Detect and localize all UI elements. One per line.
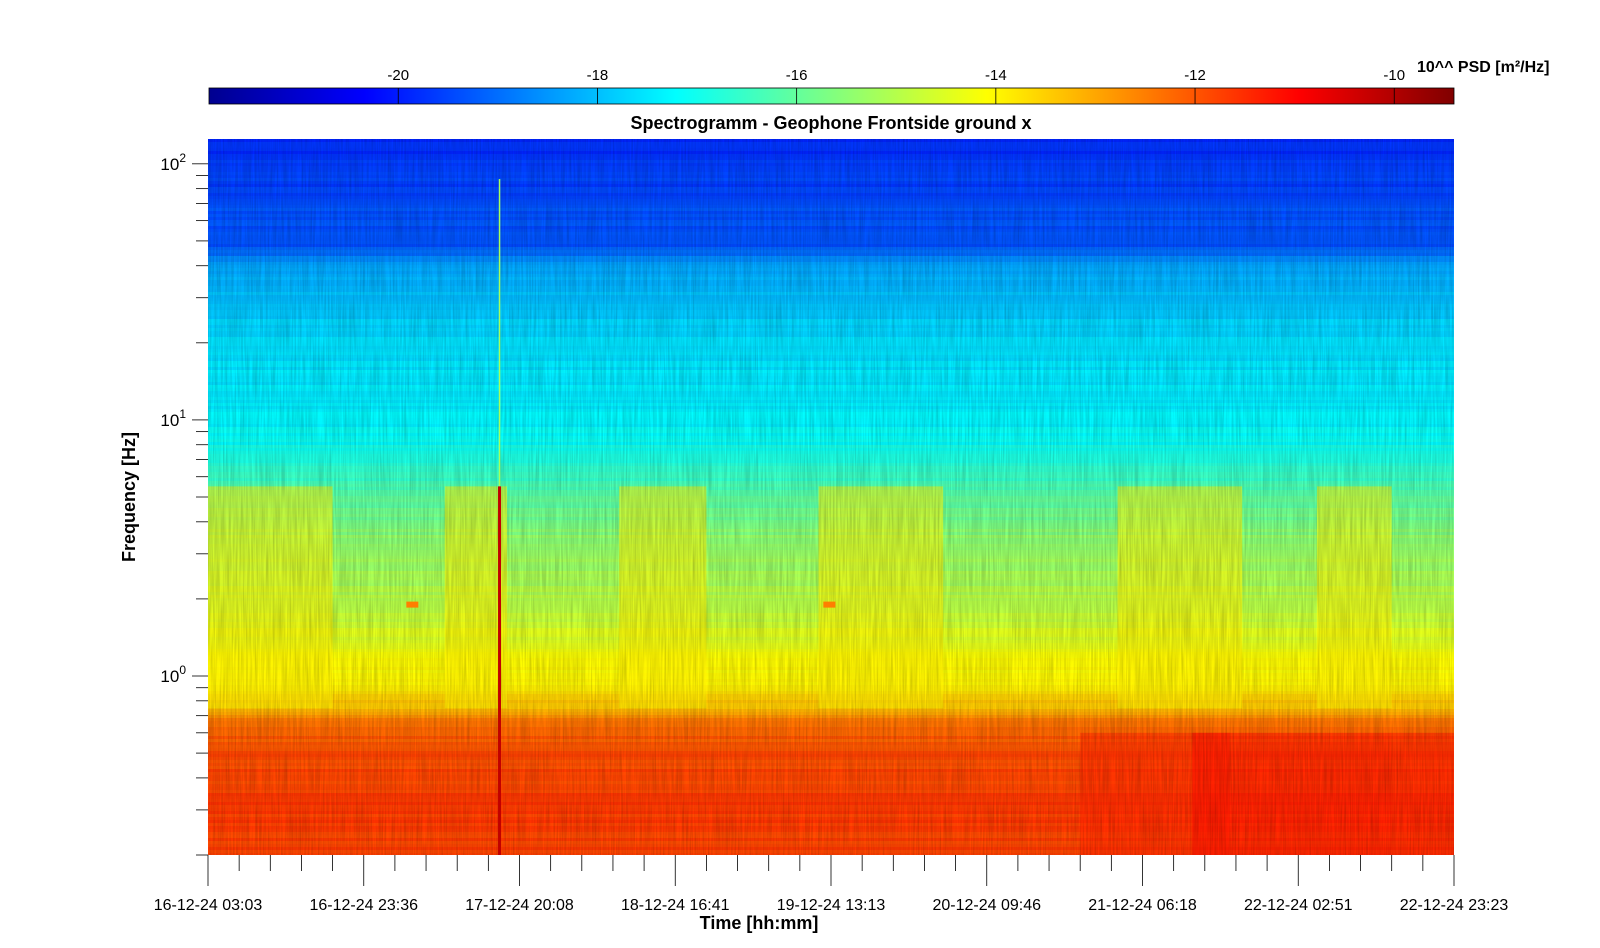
x-axis: 16-12-24 03:03 16-12-24 23:36 17-12-24 20:… xyxy=(154,855,1509,914)
texture-noise xyxy=(208,139,1454,855)
colorbar-tick-label: -20 xyxy=(387,67,409,84)
y-axis-label: Frequency [Hz] xyxy=(119,432,139,562)
y-axis: 100 101 102 xyxy=(160,151,208,856)
x-tick-label: 16-12-24 23:36 xyxy=(309,897,418,914)
event-marks xyxy=(406,179,836,855)
x-tick-label: 22-12-24 02:51 xyxy=(1244,897,1353,914)
colorbar-tick-label: -10 xyxy=(1383,67,1405,84)
x-tick-label: 22-12-24 23:23 xyxy=(1400,897,1509,914)
x-tick-label: 21-12-24 06:18 xyxy=(1088,897,1197,914)
y-tick-label: 101 xyxy=(160,407,186,430)
colorbar xyxy=(208,87,1455,105)
colorbar-label: 10^^ PSD [m²/Hz] xyxy=(1417,59,1549,76)
colorbar-tick-label: -18 xyxy=(587,67,609,84)
x-tick-label: 16-12-24 03:03 xyxy=(154,897,263,914)
colorbar-ticks: -20 -18 -16 -14 -12 -10 xyxy=(387,67,1405,104)
chart-title: Spectrogramm - Geophone Frontside ground… xyxy=(630,113,1031,133)
x-axis-label: Time [hh:mm] xyxy=(700,913,819,933)
x-tick-label: 19-12-24 13:13 xyxy=(777,897,886,914)
x-tick-label: 17-12-24 20:08 xyxy=(465,897,574,914)
spectrogram-area xyxy=(208,139,1454,855)
event-mark xyxy=(823,601,836,608)
colorbar-tick-label: -14 xyxy=(985,67,1007,84)
y-tick-label: 100 xyxy=(160,663,186,686)
colorbar-tick-label: -16 xyxy=(786,67,808,84)
colorbar-tick-label: -12 xyxy=(1184,67,1206,84)
event-mark xyxy=(406,601,419,608)
x-tick-label: 20-12-24 09:46 xyxy=(932,897,1041,914)
x-tick-label: 18-12-24 16:41 xyxy=(621,897,730,914)
y-tick-label: 102 xyxy=(160,151,186,174)
